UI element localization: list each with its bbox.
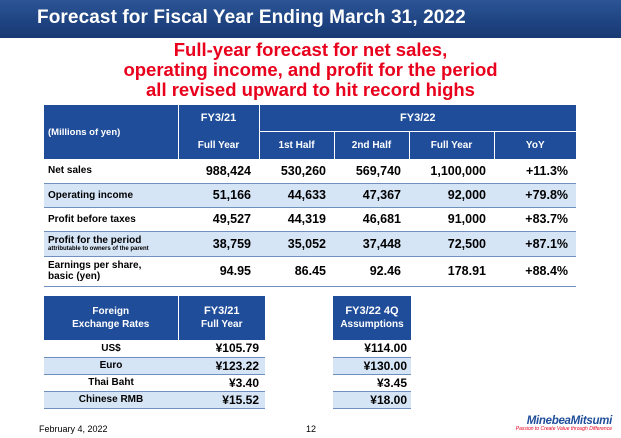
cell-value: +79.8% [494,183,577,208]
cell-value: 44,319 [259,207,334,232]
headline-line-1: Full-year forecast for net sales, [173,39,448,60]
table-row: ¥130.00 [333,357,411,375]
fx-assumptions-table: FY3/22 4Q Assumptions ¥114.00 ¥130.00 ¥3… [333,296,411,409]
fx-value: ¥15.52 [178,391,265,409]
table-row: Thai Baht ¥3.40 [44,374,265,392]
footer-date: February 4, 2022 [39,424,108,434]
header-fy21: FY3/21 [177,105,259,131]
cell-value: 569,740 [334,159,409,184]
fx-fy21-line-2: Full Year [200,319,243,330]
fx-fy21-line-1: FY3/21 [204,305,240,317]
column-header: 2nd Half [333,130,409,159]
cell-value: 72,500 [409,231,494,257]
column-header: Full Year [408,130,494,159]
fx-header-line-1: Foreign [92,306,130,317]
headline-line-2: operating income, and profit for the per… [123,59,498,80]
fx-header-line-2: Exchange Rates [72,319,150,330]
cell-value: 92,000 [409,183,494,208]
forecast-table: (Millions of yen) FY3/21 FY3/22 Full Yea… [44,105,577,287]
cell-value: +88.4% [494,256,577,287]
cell-value: 530,260 [259,159,334,184]
table-row: US$ ¥105.79 [44,340,265,358]
table-row: Chinese RMB ¥15.52 [44,391,265,409]
cell-value: +11.3% [494,159,577,184]
row-label: Net sales [44,159,178,184]
page-number: 12 [306,424,317,434]
cell-value: 47,367 [334,183,409,208]
headline-line-3: all revised upward to hit record highs [146,79,475,100]
row-label-main: Profit for the period [48,234,142,246]
fx-value: ¥123.22 [178,357,265,375]
fx-fy22-header: FY3/22 4Q Assumptions [333,296,411,340]
currency-label: US$ [44,340,178,358]
cell-value: 46,681 [334,207,409,232]
cell-value: 178.91 [409,256,494,287]
cell-value: 35,052 [259,231,334,257]
company-logo: MinebeaMitsumi Passion to Create Value t… [512,415,613,432]
fx-fy22-line-1: FY3/22 4Q [345,305,399,317]
logo-wordmark: MinebeaMitsumi [526,415,613,427]
row-label-main: Earnings per share, [48,260,142,271]
cell-value: +87.1% [494,231,577,257]
cell-value: 86.45 [259,256,334,287]
page-title: Forecast for Fiscal Year Ending March 31… [37,7,466,28]
table-row: Euro ¥123.22 [44,357,265,375]
fx-rates-table: Foreign Exchange Rates FY3/21 Full Year … [44,296,265,409]
fx-value: ¥3.40 [178,374,265,392]
currency-label: Thai Baht [44,374,178,392]
cell-value: 51,166 [178,183,259,208]
row-label: Profit before taxes [44,207,178,232]
cell-value: +83.7% [494,207,577,232]
fx-value: ¥105.79 [178,340,265,358]
headline: Full-year forecast for net sales, operat… [0,40,621,100]
row-label: Operating income [44,183,178,208]
fx-fy21-header: FY3/21 Full Year [177,296,265,340]
fx-header: Foreign Exchange Rates [44,296,178,340]
row-label: Earnings per share, basic (yen) [44,256,178,287]
row-label-sub: attributable to owners of the parent [48,245,149,252]
row-label-sub: basic (yen) [48,271,101,282]
cell-value: 92.46 [334,256,409,287]
cell-value: 1,100,000 [409,159,494,184]
table-row: Profit before taxes 49,527 44,319 46,681… [44,207,577,232]
fx-value: ¥3.45 [333,374,411,392]
column-header: Full Year [177,131,259,159]
header-fy22: FY3/22 [258,105,577,131]
fx-value: ¥18.00 [333,391,411,409]
table-row: ¥3.45 [333,374,411,392]
cell-value: 38,759 [178,231,259,257]
table-row: Profit for the period attributable to ow… [44,231,577,257]
table-row: ¥114.00 [333,340,411,358]
logo-tagline: Passion to Create Value through Differen… [515,426,612,432]
unit-label: (Millions of yen) [44,105,178,159]
currency-label: Euro [44,357,178,375]
table-row: Operating income 51,166 44,633 47,367 92… [44,183,577,208]
title-bar: Forecast for Fiscal Year Ending March 31… [0,0,621,38]
fx-fy22-line-2: Assumptions [340,319,404,330]
cell-value: 91,000 [409,207,494,232]
cell-value: 94.95 [178,256,259,287]
column-header: 1st Half [258,130,334,159]
cell-value: 37,448 [334,231,409,257]
table-row: ¥18.00 [333,391,411,409]
currency-label: Chinese RMB [44,391,178,409]
column-header: YoY [493,130,577,159]
cell-value: 44,633 [259,183,334,208]
fx-value: ¥114.00 [333,340,411,358]
row-label: Profit for the period attributable to ow… [44,231,178,257]
table-row: Earnings per share, basic (yen) 94.95 86… [44,256,577,287]
cell-value: 49,527 [178,207,259,232]
table-row: Net sales 988,424 530,260 569,740 1,100,… [44,159,577,184]
fx-value: ¥130.00 [333,357,411,375]
cell-value: 988,424 [178,159,259,184]
